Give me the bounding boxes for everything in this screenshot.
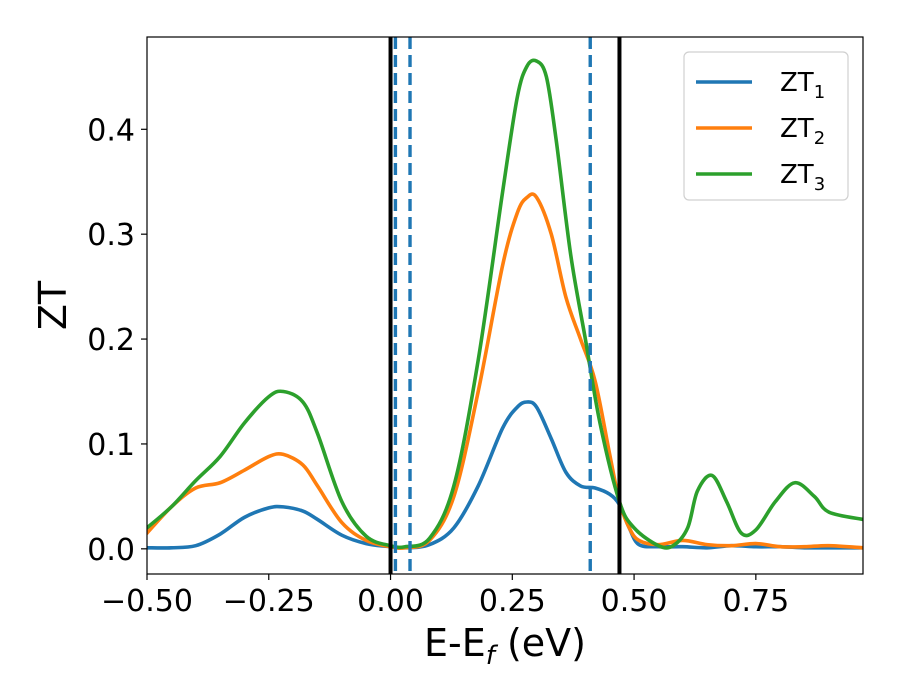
legend-label-zt1: ZT1 — [780, 68, 825, 103]
x-tick-label: −0.25 — [223, 584, 315, 619]
legend-label-zt3: ZT3 — [780, 160, 825, 195]
x-tick-label: 0.75 — [722, 584, 789, 619]
legend-box — [683, 51, 849, 201]
x-axis-ticks: −0.50 −0.25 0.00 0.25 0.50 0.75 — [101, 574, 789, 619]
y-axis-ticks: 0.0 0.1 0.2 0.3 0.4 — [87, 113, 147, 568]
x-label-main: E-E — [424, 621, 486, 665]
y-tick-label: 0.4 — [87, 113, 135, 148]
x-tick-label: 0.00 — [357, 584, 424, 619]
vertical-lines — [388, 37, 622, 574]
legend: ZT1 ZT2 ZT3 — [683, 51, 849, 201]
y-axis-label: ZT — [31, 280, 75, 330]
y-tick-label: 0.1 — [87, 428, 135, 463]
y-tick-label: 0.3 — [87, 218, 135, 253]
x-tick-label: −0.50 — [101, 584, 193, 619]
series-line-zt2 — [147, 192, 863, 551]
series-line-zt1 — [147, 400, 863, 550]
x-tick-label: 0.50 — [601, 584, 668, 619]
legend-label-zt2: ZT2 — [780, 114, 825, 149]
y-tick-label: 0.0 — [87, 533, 135, 568]
y-tick-label: 0.2 — [87, 323, 135, 358]
x-axis-label: E-Ef (eV) — [424, 621, 586, 671]
x-tick-label: 0.25 — [479, 584, 546, 619]
series-layer — [147, 58, 863, 551]
plot-frame — [146, 36, 864, 575]
series-line-zt3 — [147, 58, 863, 550]
x-label-unit: (eV) — [495, 621, 586, 665]
